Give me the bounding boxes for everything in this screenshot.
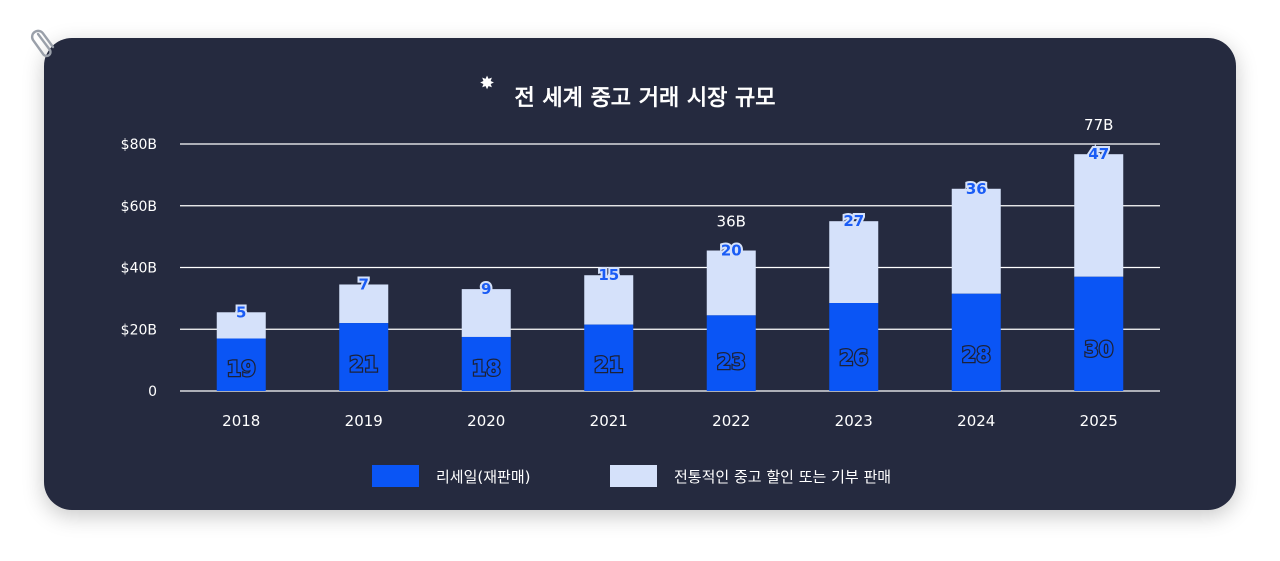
legend-label-traditional: 전통적인 중고 할인 또는 기부 판매 xyxy=(674,468,891,486)
resale-value-label: 19 xyxy=(227,357,256,381)
paperclip-icon xyxy=(30,29,55,58)
traditional-value-label: 5 xyxy=(236,303,246,321)
traditional-value-label: 9 xyxy=(481,280,491,298)
legend-swatch-traditional xyxy=(610,465,657,487)
total-label: 36B xyxy=(717,213,746,231)
bar-traditional xyxy=(951,188,1001,294)
resale-value-label: 23 xyxy=(717,350,746,374)
bar-resale xyxy=(216,338,266,391)
chart-title: 전 세계 중고 거래 시장 규모 xyxy=(515,86,776,111)
data-labels: 2018 19 5 2019 21 7 2020 18 9 2021 21 15 2022 23 20 202… xyxy=(222,116,1118,430)
traditional-value-label: 20 xyxy=(721,242,742,260)
bars xyxy=(216,154,1124,391)
legend-swatch-resale xyxy=(372,465,419,487)
y-tick-label: $40B xyxy=(121,261,157,277)
title-asterisk-icon: ✸ xyxy=(479,73,494,94)
traditional-value-label: 47 xyxy=(1088,145,1109,163)
resale-value-label: 21 xyxy=(349,352,378,376)
resale-value-label: 26 xyxy=(839,346,868,370)
traditional-value-label: 7 xyxy=(359,275,369,293)
y-tick-label: 0 xyxy=(148,384,157,400)
bar-traditional xyxy=(829,221,879,304)
y-tick-label: $60B xyxy=(121,199,157,215)
x-tick-label: 2020 xyxy=(467,412,505,430)
legend-label-resale: 리세일(재판매) xyxy=(436,468,531,486)
bar-traditional xyxy=(706,250,756,316)
traditional-value-label: 27 xyxy=(843,212,864,230)
y-tick-label: $20B xyxy=(121,322,157,338)
x-tick-label: 2021 xyxy=(590,412,628,430)
x-tick-label: 2019 xyxy=(345,412,383,430)
chart-card xyxy=(44,38,1236,510)
x-tick-label: 2023 xyxy=(835,412,873,430)
bar-resale xyxy=(951,293,1001,391)
bar-resale xyxy=(461,336,511,391)
resale-value-label: 18 xyxy=(472,357,501,381)
x-tick-label: 2018 xyxy=(222,412,260,430)
y-tick-label: $80B xyxy=(121,137,157,153)
resale-value-label: 30 xyxy=(1084,337,1113,361)
x-tick-label: 2025 xyxy=(1080,412,1118,430)
resale-value-label: 21 xyxy=(594,353,623,377)
bar-traditional xyxy=(1074,154,1124,277)
resale-value-label: 28 xyxy=(962,343,991,367)
gridlines: 0 $20B $40B $60B $80B xyxy=(121,137,1160,400)
bar-traditional xyxy=(584,275,634,325)
x-tick-label: 2024 xyxy=(957,412,995,430)
x-tick-label: 2022 xyxy=(712,412,750,430)
traditional-value-label: 15 xyxy=(598,266,619,284)
bar-resale xyxy=(584,324,634,391)
bar-resale xyxy=(706,315,756,391)
total-label: 77B xyxy=(1084,116,1113,134)
bar-resale xyxy=(339,323,389,391)
bar-resale xyxy=(1074,276,1124,391)
bar-traditional xyxy=(216,312,266,339)
bar-resale xyxy=(829,303,879,391)
bar-traditional xyxy=(461,289,511,337)
traditional-value-label: 36 xyxy=(966,180,987,198)
bar-traditional xyxy=(339,284,389,324)
